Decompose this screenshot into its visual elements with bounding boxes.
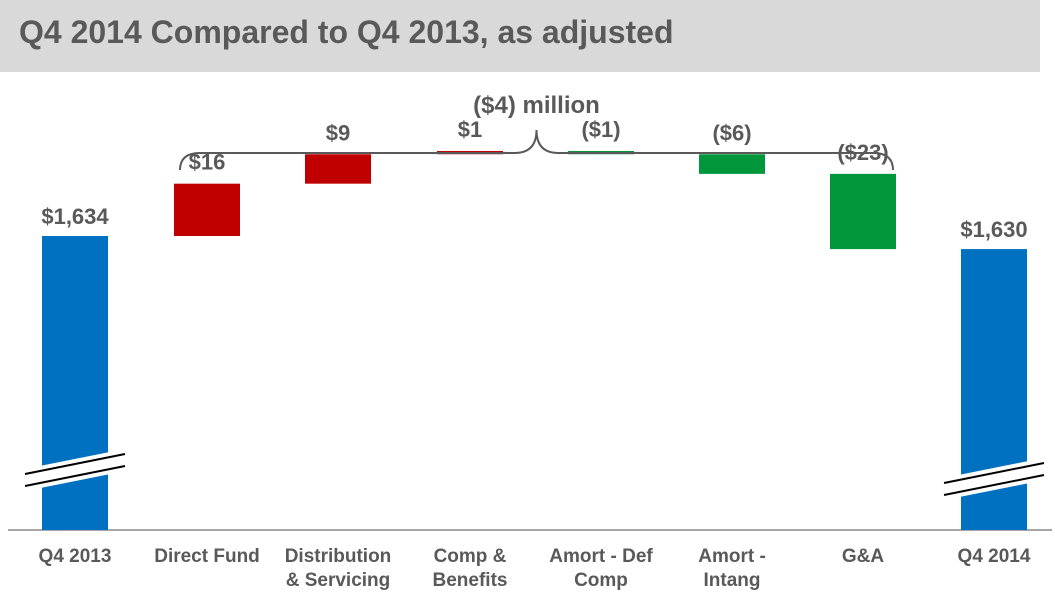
page-title: Q4 2014 Compared to Q4 2013, as adjusted [19, 14, 674, 50]
bracket-label: ($4) million [473, 92, 600, 119]
category-label: Benefits [433, 570, 508, 591]
bar-increase [174, 183, 240, 236]
axis-break-fill [944, 463, 1044, 495]
category-label: Comp & [434, 546, 507, 567]
value-label: $1,630 [960, 217, 1027, 242]
axis-break-fill [25, 454, 125, 486]
value-label: $1 [458, 117, 482, 142]
category-label: Intang [704, 570, 761, 591]
title-banner: Q4 2014 Compared to Q4 2013, as adjusted [0, 0, 1040, 72]
category-label: G&A [842, 546, 885, 567]
bar-decrease [699, 154, 765, 174]
bar-increase [305, 154, 371, 184]
value-label: ($6) [712, 120, 751, 145]
category-label: & Servicing [286, 570, 391, 591]
axis-break-line [24, 453, 126, 475]
axis-break-line [24, 465, 126, 487]
axis-break-line [943, 474, 1045, 496]
value-label: ($1) [581, 117, 620, 142]
category-label: Q4 2014 [958, 546, 1031, 567]
category-label: Distribution [285, 546, 392, 567]
value-label: $1,634 [41, 204, 109, 229]
category-label: Amort - [698, 546, 766, 567]
value-label: $9 [326, 120, 350, 145]
bar-total [42, 236, 108, 530]
category-label: Q4 2013 [39, 546, 112, 567]
category-label: Amort - Def [549, 546, 653, 567]
category-label: Direct Fund [154, 546, 260, 567]
category-label: Comp [574, 570, 628, 591]
bracket [179, 129, 894, 171]
bar-decrease [830, 173, 896, 250]
axis-break-line [943, 462, 1045, 484]
